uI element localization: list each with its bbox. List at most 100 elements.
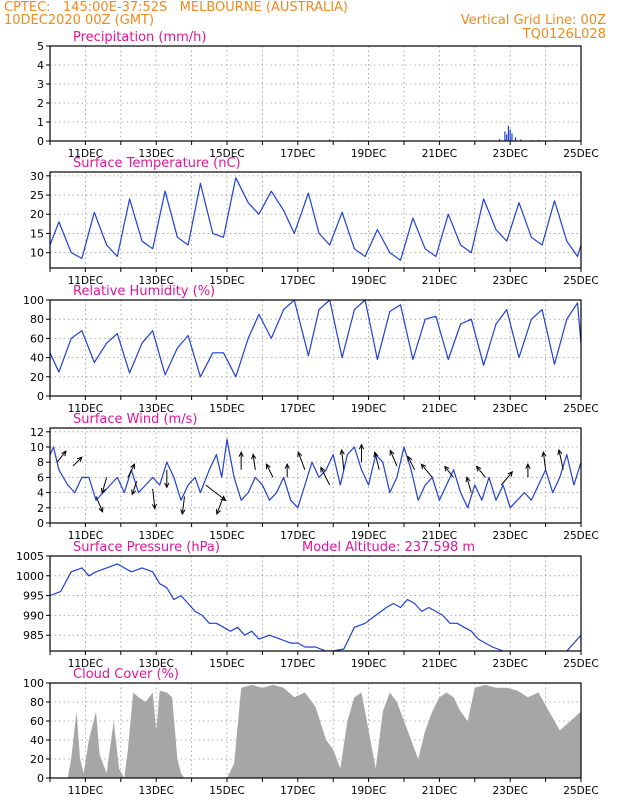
wind-arrowhead	[265, 463, 271, 470]
wind-arrowhead	[339, 448, 345, 455]
wind-arrow	[341, 449, 345, 470]
x-tick-label: 23DEC	[492, 275, 527, 287]
wind-arrowhead	[557, 448, 563, 456]
wind-arrow	[216, 496, 224, 515]
panel-title: Surface Temperature (nC)	[73, 156, 241, 171]
x-tick-label: 23DEC	[492, 148, 527, 160]
x-tick-label: 25DEC	[563, 403, 598, 415]
header-grid-info: Vertical Grid Line: 00Z	[460, 13, 606, 28]
panel-frame	[49, 555, 582, 652]
wind-arrowhead	[373, 451, 379, 458]
wind-arrowhead	[444, 465, 450, 472]
y-tick-label: 4	[37, 59, 44, 72]
wind-arrowhead	[389, 449, 395, 456]
wind-arrow	[407, 456, 416, 471]
x-tick-label: 23DEC	[492, 658, 527, 670]
x-tick-label: 11DEC	[68, 658, 103, 670]
y-tick-label: 80	[30, 313, 44, 326]
x-tick-label: 25DEC	[563, 530, 598, 542]
wind-arrowhead	[164, 482, 170, 489]
x-tick-label: 23DEC	[492, 530, 527, 542]
panel-title: Relative Humidity (%)	[73, 284, 215, 299]
wind-arrowhead	[76, 456, 83, 463]
y-tick-label: 5	[37, 40, 44, 53]
x-tick-label: 23DEC	[492, 785, 527, 797]
panel-title: Surface Pressure (hPa)	[73, 540, 220, 555]
y-tick-label: 2	[37, 97, 44, 110]
x-tick-label: 23DEC	[492, 403, 527, 415]
wind-arrow	[558, 449, 564, 470]
wind-arrowhead	[297, 451, 303, 458]
y-tick-label: 20	[30, 208, 44, 221]
x-tick-label: 19DEC	[351, 658, 386, 670]
y-tick-label: 40	[30, 734, 44, 747]
panel-frame	[49, 45, 582, 142]
wind-arrow	[374, 452, 380, 470]
y-tick-label: 25	[30, 189, 44, 202]
y-tick-label: 100	[23, 677, 44, 690]
wind-arrow	[252, 454, 256, 470]
wind-arrow	[466, 477, 472, 493]
y-tick-label: 15	[30, 227, 44, 240]
x-tick-label: 15DEC	[209, 275, 244, 287]
wind-arrowhead	[100, 487, 106, 494]
wind-arrow	[420, 463, 433, 478]
wind-arrowhead	[238, 451, 244, 457]
series-line	[50, 177, 581, 261]
wind-arrowhead	[525, 463, 531, 469]
wind-arrow	[265, 463, 274, 478]
y-tick-label: 1000	[16, 570, 44, 583]
wind-arrow	[444, 466, 454, 478]
cloud-area	[50, 684, 581, 778]
wind-arrow	[101, 477, 108, 493]
y-tick-label: 20	[30, 753, 44, 766]
wind-arrow	[95, 496, 104, 512]
y-tick-label: 60	[30, 332, 44, 345]
x-tick-label: 25DEC	[563, 658, 598, 670]
wind-arrow	[320, 467, 331, 486]
x-tick-label: 13DEC	[138, 658, 173, 670]
x-tick-label: 11DEC	[68, 530, 103, 542]
wind-arrowhead	[131, 489, 137, 496]
panel-frame	[49, 682, 582, 779]
wind-arrowhead	[407, 455, 413, 462]
y-tick-label: 4	[37, 487, 44, 500]
x-tick-label: 17DEC	[280, 403, 315, 415]
x-tick-label: 17DEC	[280, 785, 315, 797]
x-tick-label: 19DEC	[351, 403, 386, 415]
panel-title: Cloud Cover (%)	[73, 667, 179, 682]
wind-arrow	[56, 450, 67, 463]
y-tick-label: 0	[37, 135, 44, 148]
header-code: TQ0126L028	[522, 27, 606, 42]
panel-frame	[49, 171, 582, 269]
x-tick-label: 13DEC	[138, 403, 173, 415]
series-group	[50, 300, 581, 378]
wind-arrowhead	[151, 503, 157, 510]
series-group	[329, 125, 571, 141]
wind-arrow	[389, 450, 398, 467]
x-tick-label: 11DEC	[68, 148, 103, 160]
x-tick-label: 17DEC	[280, 530, 315, 542]
wind-arrowhead	[420, 463, 427, 470]
x-tick-label: 21DEC	[422, 530, 457, 542]
wind-arrowhead	[130, 463, 136, 470]
y-tick-label: 8	[37, 456, 44, 469]
x-tick-label: 21DEC	[422, 148, 457, 160]
x-tick-label: 17DEC	[280, 148, 315, 160]
x-tick-label: 19DEC	[351, 148, 386, 160]
wind-arrowhead	[475, 465, 482, 472]
y-tick-label: 12	[30, 426, 44, 439]
wind-arrowhead	[98, 506, 104, 513]
y-tick-label: 30	[30, 170, 44, 183]
y-tick-label: 985	[23, 629, 44, 642]
x-tick-label: 17DEC	[280, 275, 315, 287]
wind-arrow	[297, 452, 306, 470]
wind-arrow	[500, 471, 513, 486]
series-line	[50, 438, 581, 509]
wind-arrow	[131, 481, 138, 495]
x-tick-label: 19DEC	[351, 785, 386, 797]
x-tick-label: 21DEC	[422, 403, 457, 415]
x-tick-label: 19DEC	[351, 275, 386, 287]
y-tick-label: 40	[30, 352, 44, 365]
